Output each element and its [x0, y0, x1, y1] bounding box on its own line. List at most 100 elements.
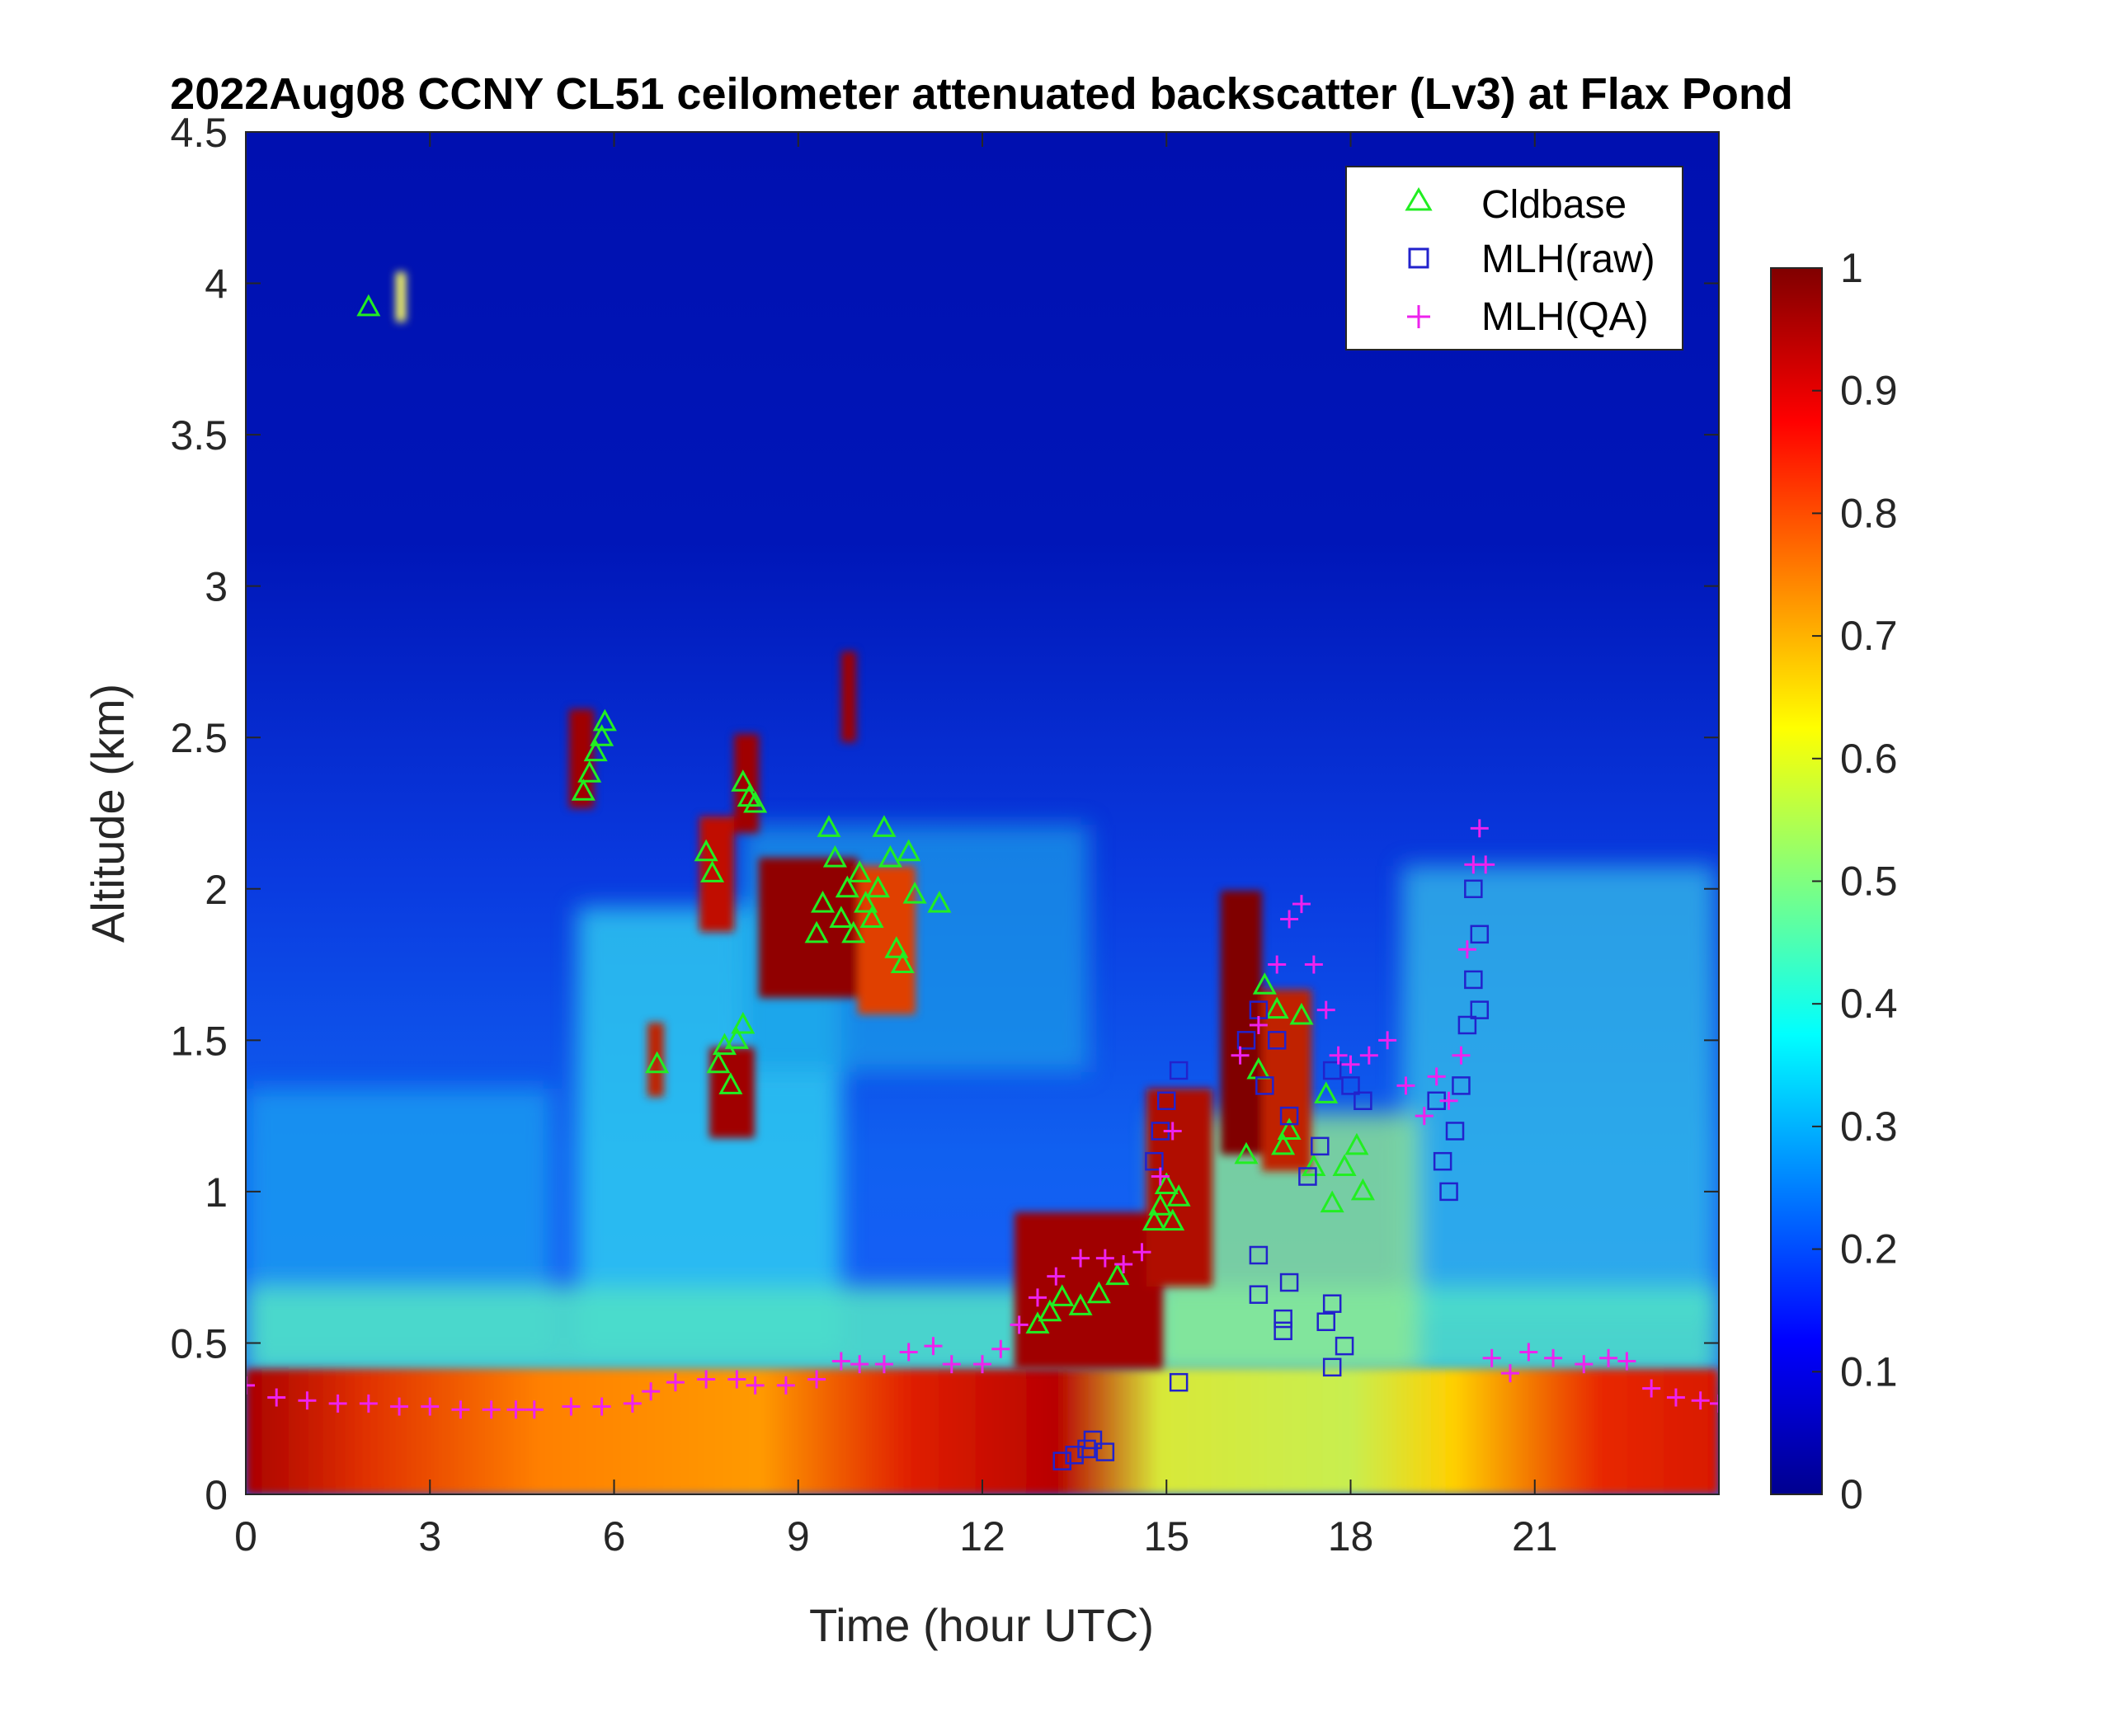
mlh-qa-point — [1071, 1249, 1090, 1268]
mlh-qa-point — [776, 1376, 795, 1395]
mlh-raw-point — [1157, 1091, 1176, 1111]
y-tick-label: 3 — [205, 564, 228, 610]
mlh-qa-point — [623, 1394, 642, 1413]
mlh-qa-point — [592, 1397, 611, 1416]
mlh-qa-point — [1452, 1046, 1471, 1065]
colorbar-tick-label: 0.8 — [1840, 490, 1898, 536]
mlh-qa-point — [1396, 1076, 1415, 1095]
colorbar-tick-label: 0.5 — [1840, 859, 1898, 905]
cldbase-point — [356, 294, 381, 317]
mlh-raw-point — [1236, 1031, 1256, 1050]
mlh-raw-point — [1322, 1061, 1342, 1080]
cldbase-point — [927, 891, 952, 913]
cldbase-point — [706, 1051, 731, 1074]
mlh-qa-point — [421, 1397, 440, 1416]
mlh-qa-point — [298, 1391, 317, 1410]
cldbase-point — [1302, 1154, 1326, 1177]
mlh-qa-point — [899, 1343, 918, 1362]
cldbase-point — [1289, 1002, 1314, 1025]
cldbase-point — [1148, 1193, 1173, 1216]
cldbase-point — [1271, 1132, 1296, 1155]
cldbase-point — [822, 844, 847, 868]
mlh-raw-point — [1439, 1182, 1458, 1202]
cldbase-point — [841, 920, 866, 943]
mlh-qa-point — [973, 1355, 991, 1374]
mlh-qa-point — [451, 1400, 470, 1419]
mlh-qa-point — [1163, 1122, 1182, 1141]
mlh-raw-point — [1322, 1357, 1342, 1377]
mlh-qa-point — [807, 1370, 826, 1389]
mlh-qa-point — [1710, 1394, 1719, 1413]
cldbase-point — [897, 839, 921, 862]
x-tick-label: 6 — [603, 1513, 626, 1560]
x-tick-label: 18 — [1328, 1513, 1374, 1560]
cldbase-point — [872, 815, 897, 837]
mlh-qa-point — [359, 1394, 378, 1413]
colorbar-tick-label: 1 — [1840, 245, 1863, 291]
cldbase-point — [1166, 1184, 1191, 1207]
mlh-raw-point — [1298, 1167, 1317, 1186]
mlh-qa-point — [850, 1355, 869, 1374]
cldbase-point — [902, 881, 927, 904]
cloud-patch — [699, 816, 734, 932]
colorbar-tick-label: 0.7 — [1840, 613, 1898, 659]
mlh-qa-point — [1470, 819, 1489, 838]
cldbase-point — [1252, 972, 1277, 995]
mlh-raw-point — [1464, 970, 1483, 990]
mlh-raw-point — [1169, 1372, 1189, 1392]
mlh-raw-point — [1249, 1285, 1269, 1304]
x-tick-label: 12 — [959, 1513, 1005, 1560]
colorbar-tick-label: 0.2 — [1840, 1226, 1898, 1273]
cldbase-point — [817, 815, 841, 837]
colorbar-tick-label: 0 — [1840, 1471, 1863, 1517]
mlh-qa-point — [697, 1370, 716, 1389]
mlh-qa-point — [1415, 1107, 1434, 1126]
cldbase-point — [804, 920, 829, 943]
mlh-raw-point — [1470, 1000, 1490, 1019]
legend-label: Cldbase — [1481, 183, 1627, 227]
y-tick-label: 0 — [205, 1472, 228, 1518]
mlh-qa-point — [1575, 1355, 1594, 1374]
mlh-qa-point — [1316, 1000, 1335, 1019]
mlh-qa-point — [1280, 910, 1299, 929]
cldbase-point — [890, 951, 915, 974]
mlh-qa-point — [1095, 1249, 1114, 1268]
mlh-qa-point — [1151, 1167, 1170, 1186]
mlh-qa-point — [727, 1370, 746, 1389]
mlh-qa-point — [1500, 1364, 1519, 1383]
y-tick-label: 2.5 — [170, 715, 228, 761]
cloud-patch — [759, 858, 858, 998]
x-tick-label: 3 — [418, 1513, 441, 1560]
cldbase-point — [731, 1011, 756, 1034]
y-tick-label: 0.5 — [170, 1320, 228, 1367]
mlh-qa-point — [1378, 1031, 1397, 1050]
colorbar-tick-label: 0.9 — [1840, 368, 1898, 414]
cldbase-point — [731, 769, 756, 792]
x-axis-label: Time (hour UTC) — [809, 1599, 1154, 1651]
cldbase-point — [694, 839, 718, 862]
x-tick-label: 21 — [1512, 1513, 1558, 1560]
mlh-qa-point — [482, 1400, 501, 1419]
mlh-qa-point — [1439, 1091, 1458, 1110]
mlh-raw-point — [1464, 879, 1483, 899]
mlh-qa-point — [562, 1397, 581, 1416]
colorbar-gradient — [1770, 267, 1823, 1495]
mlh-qa-point — [1028, 1288, 1047, 1307]
mlh-raw-point — [1341, 1076, 1360, 1095]
legend-square-marker — [1408, 247, 1429, 269]
mlh-raw-point — [1452, 1076, 1471, 1095]
mlh-qa-point — [1329, 1046, 1348, 1065]
mlh-qa-point — [1457, 940, 1476, 959]
mlh-raw-point — [1145, 1151, 1164, 1171]
cldbase-point — [700, 860, 725, 882]
mlh-qa-point — [1519, 1343, 1538, 1362]
cloud-patch — [1015, 1212, 1163, 1369]
y-tick-label: 1 — [205, 1169, 228, 1216]
mlh-raw-point — [1083, 1430, 1103, 1450]
cldbase-point — [835, 875, 859, 898]
mlh-qa-point — [991, 1339, 1010, 1358]
mlh-raw-point — [1169, 1061, 1189, 1080]
cldbase-point — [1038, 1299, 1062, 1322]
y-axis: 0 0.5 1 1.5 2 2.5 3 3.5 4 4.5 — [170, 110, 1719, 1518]
colorbar-tick-label: 0.6 — [1840, 736, 1898, 782]
